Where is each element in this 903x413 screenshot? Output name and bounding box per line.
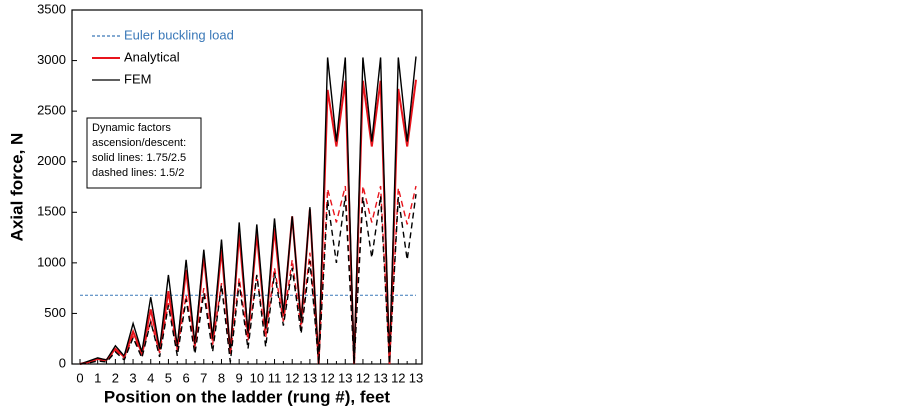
x-tick-label: 11 bbox=[268, 370, 282, 385]
x-tick-label: 3 bbox=[129, 370, 136, 385]
x-tick-label: 1 bbox=[94, 370, 101, 385]
y-tick-label: 500 bbox=[44, 305, 66, 320]
y-tick-label: 1500 bbox=[37, 204, 66, 219]
annotation-text: solid lines: 1.75/2.5 bbox=[92, 152, 186, 164]
x-tick-label: 9 bbox=[236, 370, 243, 385]
annotation-text: dashed lines: 1.5/2 bbox=[92, 167, 184, 179]
x-tick-label: 10 bbox=[250, 370, 264, 385]
x-tick-label: 8 bbox=[218, 370, 225, 385]
y-tick-label: 1000 bbox=[37, 254, 66, 269]
x-tick-label: 7 bbox=[200, 370, 207, 385]
x-tick-label: 12 bbox=[320, 370, 334, 385]
plot-frame bbox=[71, 9, 423, 365]
x-tick-label: 12 bbox=[356, 370, 370, 385]
x-tick-label: 0 bbox=[76, 370, 83, 385]
annotation-box bbox=[86, 117, 202, 189]
legend-label: FEM bbox=[124, 71, 151, 86]
y-tick-label: 3500 bbox=[37, 1, 66, 16]
y-tick-label: 2000 bbox=[37, 153, 66, 168]
series-line bbox=[79, 56, 417, 365]
x-tick-label: 13 bbox=[373, 370, 387, 385]
y-tick-label: 0 bbox=[59, 355, 66, 370]
x-tick-label: 12 bbox=[391, 370, 405, 385]
series-line bbox=[79, 194, 417, 365]
legend-label: Euler buckling load bbox=[124, 27, 234, 42]
x-axis-title: Position on the ladder (rung #), feet bbox=[104, 387, 391, 406]
x-tick-label: 12 bbox=[285, 370, 299, 385]
x-tick-label: 4 bbox=[147, 370, 154, 385]
y-tick-label: 2500 bbox=[37, 103, 66, 118]
annotation-text: ascension/descent: bbox=[92, 137, 186, 149]
x-tick-label: 13 bbox=[303, 370, 317, 385]
x-tick-label: 6 bbox=[182, 370, 189, 385]
legend-label: Analytical bbox=[124, 49, 180, 64]
annotation-text: Dynamic factors bbox=[92, 122, 171, 134]
x-tick-label: 2 bbox=[112, 370, 119, 385]
y-tick-label: 3000 bbox=[37, 52, 66, 67]
x-tick-label: 13 bbox=[338, 370, 352, 385]
x-tick-label: 5 bbox=[165, 370, 172, 385]
y-axis-title: Axial force, N bbox=[7, 133, 26, 242]
x-tick-label: 13 bbox=[409, 370, 423, 385]
